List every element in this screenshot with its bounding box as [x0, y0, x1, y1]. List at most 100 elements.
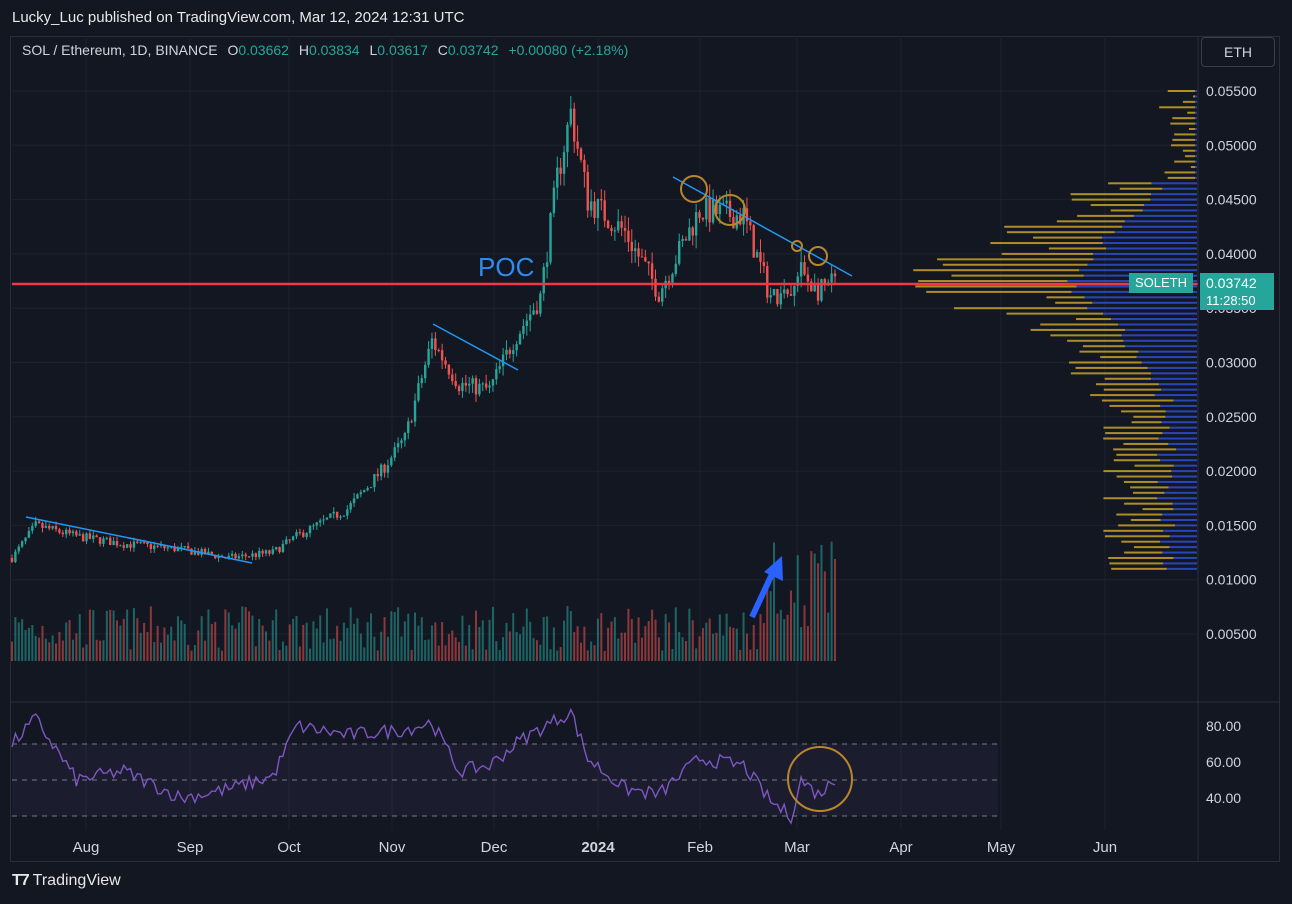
candle-body: [542, 266, 545, 294]
candle-body: [515, 344, 518, 351]
candle-body: [359, 492, 363, 495]
profile-bar-blue: [1173, 508, 1197, 511]
volume-bar: [332, 638, 335, 661]
profile-bar-blue: [1169, 426, 1197, 429]
volume-bar: [170, 626, 173, 661]
profile-bar-gold: [1079, 350, 1139, 353]
currency-button[interactable]: ETH: [1201, 37, 1275, 67]
volume-bar: [800, 627, 803, 661]
profile-bar-gold: [1108, 182, 1152, 185]
time-tick-label: Mar: [784, 839, 810, 856]
profile-bar-gold: [1100, 356, 1137, 359]
volume-bar: [41, 625, 44, 661]
candle-body: [319, 520, 322, 523]
profile-bar-gold: [1103, 470, 1172, 473]
volume-bar: [146, 631, 149, 661]
time-axis[interactable]: Aug Sep Oct Nov Dec 2024 Feb Mar Apr May Jun: [73, 839, 1117, 856]
profile-bar-blue: [1079, 269, 1197, 272]
candle-body: [37, 521, 41, 524]
volume-bar: [17, 622, 20, 661]
volume-bar: [183, 623, 186, 661]
candle-body: [430, 338, 434, 349]
profile-bar-blue: [1195, 166, 1197, 169]
profile-bar-blue: [1195, 90, 1197, 92]
profile-bar-gold: [918, 280, 1068, 283]
volume-bar: [427, 639, 430, 661]
volume-bar: [21, 619, 24, 661]
profile-bar-gold: [1123, 442, 1169, 445]
profile-bar-gold: [1119, 187, 1163, 190]
candle-body: [603, 200, 606, 221]
volume-bar: [698, 636, 701, 661]
candle-body: [51, 526, 54, 529]
volume-bar: [180, 620, 183, 661]
volume-bar: [129, 649, 132, 661]
rsi-tick-label: 80.00: [1206, 718, 1241, 734]
profile-bar-gold: [1070, 372, 1152, 375]
profile-bar-blue: [1110, 318, 1197, 321]
time-tick-label: May: [987, 839, 1016, 856]
volume-bar: [149, 606, 152, 661]
candle-body: [491, 379, 495, 386]
profile-bar-gold: [1193, 95, 1195, 98]
profile-bar-blue: [1195, 160, 1197, 163]
profile-bar-blue: [1114, 231, 1197, 234]
candle-body: [620, 221, 623, 228]
candle-body: [617, 221, 620, 231]
time-tick-label: Jun: [1093, 839, 1117, 856]
volume-bar: [617, 638, 620, 661]
candle-body: [681, 239, 684, 242]
candle-body: [495, 369, 498, 380]
profile-bar-blue: [1150, 377, 1197, 380]
candle-body: [627, 230, 630, 242]
profile-bar-gold: [1170, 144, 1195, 147]
candle-body: [434, 338, 437, 350]
rsi-axis[interactable]: 80.00 60.00 40.00: [1206, 718, 1241, 806]
volume-bar: [143, 623, 146, 661]
candle-body: [20, 541, 24, 547]
volume-bar: [210, 623, 213, 661]
profile-bar-blue: [1195, 100, 1197, 103]
candle-body: [325, 517, 329, 520]
profile-bar-gold: [1132, 491, 1165, 494]
volume-bar: [525, 608, 528, 661]
candle-body: [691, 227, 694, 236]
candle-body: [227, 555, 230, 559]
candle-body: [278, 547, 281, 553]
candle-body: [701, 217, 705, 220]
volume-bar: [176, 616, 179, 661]
candle-body: [579, 148, 583, 160]
candle-body: [352, 498, 356, 504]
symbol-label[interactable]: SOL / Ethereum, 1D, BINANCE: [22, 42, 218, 58]
volume-bar: [68, 619, 71, 661]
footer-brand[interactable]: T7 TradingView: [12, 872, 121, 890]
price-axis[interactable]: 0.055000.050000.045000.040000.035000.030…: [1206, 83, 1257, 642]
candle-body: [85, 533, 88, 542]
candle-body: [24, 537, 27, 542]
profile-bar-blue: [1138, 350, 1197, 353]
volume-bar: [353, 623, 356, 661]
candle-body: [369, 487, 373, 489]
candle-body: [193, 550, 197, 555]
candle-body: [115, 541, 119, 546]
volume-bar: [410, 649, 413, 661]
volume-bar: [193, 644, 196, 661]
profile-bar-gold: [1048, 247, 1107, 250]
candle-body: [647, 261, 650, 264]
rsi-tick-label: 60.00: [1206, 754, 1241, 770]
volume-bar: [817, 563, 820, 661]
candle-body: [268, 550, 271, 554]
profile-bar-gold: [1113, 448, 1177, 451]
profile-bar-blue: [1173, 464, 1197, 467]
volume-bar: [776, 613, 779, 661]
volume-bar: [627, 608, 630, 661]
candle-body: [440, 350, 444, 361]
arrow-up-icon: [749, 556, 783, 619]
volume-bar: [539, 644, 542, 661]
candle-body: [745, 208, 749, 222]
high-value: 0.03834: [308, 42, 360, 58]
volume-bar: [712, 633, 715, 661]
time-tick-label: Oct: [277, 839, 301, 856]
profile-bar-gold: [1103, 388, 1162, 391]
